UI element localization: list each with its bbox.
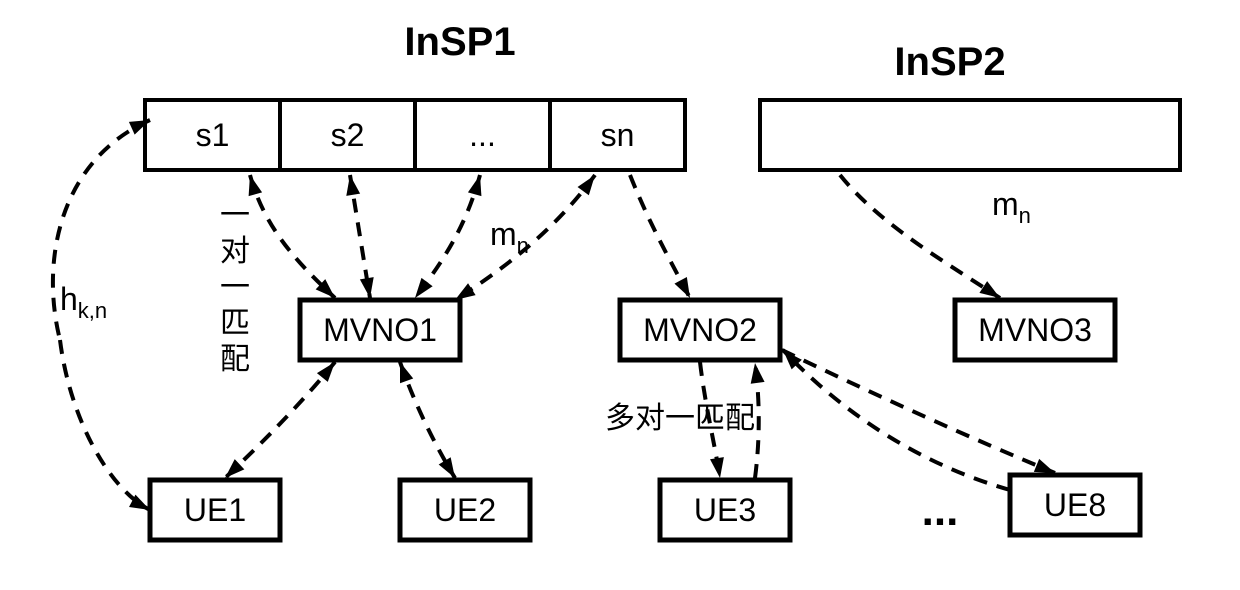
arrow-head bbox=[360, 277, 374, 298]
arrow-head bbox=[400, 362, 413, 383]
arrow-head bbox=[455, 283, 476, 300]
arrow-head bbox=[710, 457, 724, 478]
edge-sn-mvno2 bbox=[630, 175, 690, 298]
insp1-cell-label-s1: s1 bbox=[196, 117, 230, 153]
edge-etc-mvno1 bbox=[415, 175, 480, 298]
arrow-head bbox=[249, 175, 262, 196]
edge-ue8-mvno2 bbox=[783, 350, 1010, 490]
arrow-head bbox=[578, 175, 595, 195]
ue8-label: UE8 bbox=[1044, 487, 1106, 523]
insp2-box bbox=[760, 100, 1180, 170]
title-insp2: InSP2 bbox=[894, 40, 1005, 84]
edge-s1-mvno1 bbox=[250, 175, 335, 298]
diagram-canvas: s1 s2... sn MVNO1 MVNO2 MVNO3 UE1 UE2 UE3 UE8... I… bbox=[0, 0, 1240, 590]
ue-ellipsis: ... bbox=[922, 486, 959, 535]
title-insp1: InSP1 bbox=[404, 20, 515, 64]
edge-mvno1-ue1 bbox=[225, 362, 335, 478]
arrow-head bbox=[674, 277, 690, 298]
ue3-label: UE3 bbox=[694, 492, 756, 528]
mvno1-label: MVNO1 bbox=[323, 312, 437, 348]
mvno2-label: MVNO2 bbox=[643, 312, 757, 348]
edge-hkn-bot bbox=[60, 340, 150, 510]
annot-mn1: mn bbox=[490, 216, 529, 258]
annot-one2one-2: 一 bbox=[220, 271, 250, 304]
annot-mn2: mn bbox=[992, 186, 1031, 228]
annot-one2one-1: 对 bbox=[220, 235, 250, 268]
insp1-cell-label-sn: sn bbox=[601, 117, 635, 153]
annot-one2one-0: 一 bbox=[220, 199, 250, 232]
annot-one2one-3: 匹 bbox=[220, 307, 250, 340]
arrow-head bbox=[225, 459, 244, 478]
ue1-label: UE1 bbox=[184, 492, 246, 528]
insp1-row: s1 s2... sn bbox=[145, 100, 685, 170]
annot-hkn: hk,n bbox=[60, 281, 107, 323]
arrow-head bbox=[468, 175, 481, 196]
arrow-head bbox=[979, 281, 1000, 298]
insp1-cell-label-etc: ... bbox=[469, 117, 496, 153]
insp1-cell-label-s2: s2 bbox=[331, 117, 365, 153]
edge-i2-mvno3 bbox=[840, 175, 1000, 298]
annot-one2one-4: 配 bbox=[220, 343, 250, 376]
arrow-head bbox=[317, 362, 335, 382]
arrow-head bbox=[415, 278, 433, 298]
annot-many2one: 多对一匹配 bbox=[605, 402, 755, 435]
arrow-head bbox=[1034, 459, 1055, 473]
ue2-label: UE2 bbox=[434, 492, 496, 528]
mvno3-label: MVNO3 bbox=[978, 312, 1092, 348]
arrow-head bbox=[751, 363, 765, 384]
arrow-head bbox=[346, 175, 360, 196]
arrow-head bbox=[439, 457, 455, 478]
